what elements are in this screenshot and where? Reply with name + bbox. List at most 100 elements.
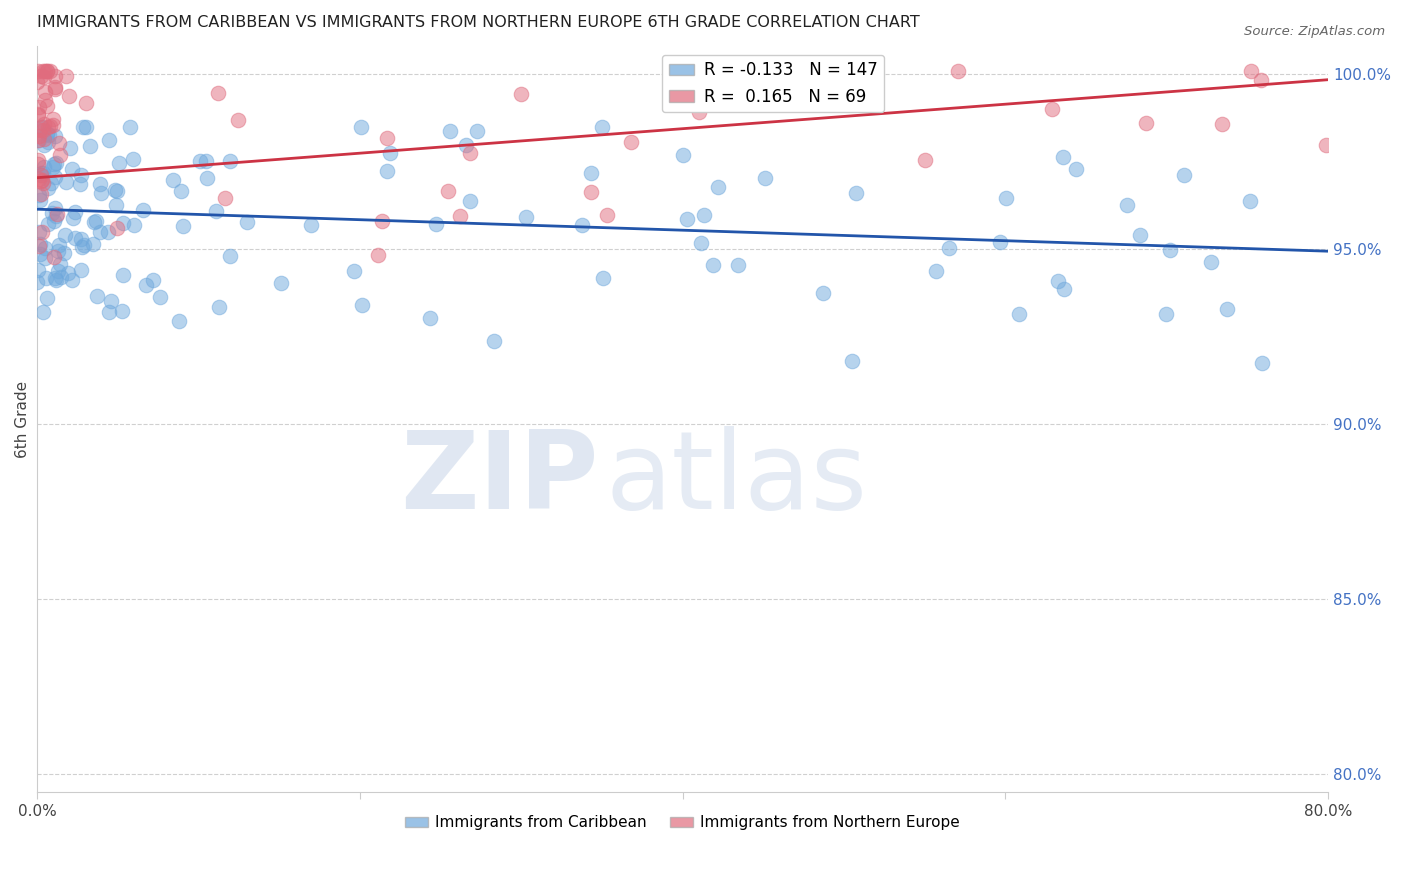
Point <box>793 64 815 78</box>
Point <box>55 70 77 84</box>
Point <box>988 235 1011 249</box>
Point <box>49 269 72 284</box>
Point <box>841 353 863 368</box>
Point <box>28 193 51 207</box>
Point <box>37 135 59 149</box>
Y-axis label: 6th Grade: 6th Grade <box>15 381 30 458</box>
Point <box>45 156 67 170</box>
Point <box>55 174 77 188</box>
Point <box>44 69 66 83</box>
Point <box>105 184 128 198</box>
Point <box>571 218 593 232</box>
Point <box>97 305 120 319</box>
Point <box>105 220 128 235</box>
Point <box>37 64 59 78</box>
Point <box>75 120 97 134</box>
Point <box>149 290 172 304</box>
Point <box>28 128 51 143</box>
Point <box>122 152 145 166</box>
Point <box>53 228 76 243</box>
Point <box>56 267 79 281</box>
Point <box>25 275 48 289</box>
Point <box>42 112 65 127</box>
Point <box>70 240 93 254</box>
Point <box>1315 137 1337 152</box>
Point <box>31 168 53 182</box>
Point <box>48 244 70 258</box>
Point <box>32 166 55 180</box>
Point <box>83 215 105 229</box>
Point <box>86 289 108 303</box>
Point <box>226 113 249 128</box>
Point <box>100 293 122 308</box>
Point <box>214 191 236 205</box>
Point <box>42 160 65 174</box>
Point <box>1199 255 1222 269</box>
Point <box>41 206 63 220</box>
Point <box>925 264 948 278</box>
Point <box>30 237 52 252</box>
Point <box>79 139 101 153</box>
Point <box>69 177 91 191</box>
Point <box>27 108 49 122</box>
Point <box>27 153 49 167</box>
Point <box>938 241 960 255</box>
Point <box>37 181 59 195</box>
Point <box>44 129 66 144</box>
Point <box>205 204 228 219</box>
Point <box>620 135 643 149</box>
Point <box>124 218 146 232</box>
Point <box>515 211 537 225</box>
Point <box>236 215 259 229</box>
Point <box>1250 356 1272 370</box>
Point <box>946 64 969 78</box>
Point <box>1173 168 1195 182</box>
Point <box>195 171 218 186</box>
Point <box>37 64 59 78</box>
Point <box>458 194 481 208</box>
Point <box>1216 301 1239 316</box>
Point <box>45 273 67 287</box>
Point <box>754 170 776 185</box>
Point <box>37 217 59 231</box>
Point <box>62 211 84 225</box>
Point <box>44 80 66 95</box>
Point <box>28 172 51 186</box>
Point <box>510 87 533 101</box>
Point <box>195 153 218 168</box>
Point <box>1129 227 1152 242</box>
Point <box>89 225 111 239</box>
Point <box>299 219 322 233</box>
Point <box>89 177 111 191</box>
Point <box>32 160 55 174</box>
Point <box>1040 102 1063 116</box>
Point <box>219 249 242 263</box>
Point <box>37 120 59 134</box>
Point <box>352 298 374 312</box>
Point <box>30 247 52 261</box>
Point <box>1154 308 1177 322</box>
Point <box>105 198 128 212</box>
Text: ZIP: ZIP <box>401 425 599 532</box>
Point <box>32 70 55 85</box>
Point <box>48 257 70 271</box>
Point <box>813 286 835 301</box>
Legend: Immigrants from Caribbean, Immigrants from Northern Europe: Immigrants from Caribbean, Immigrants fr… <box>399 809 966 837</box>
Point <box>436 184 458 198</box>
Point <box>86 213 108 227</box>
Point <box>370 214 392 228</box>
Point <box>1211 117 1233 131</box>
Point <box>425 217 447 231</box>
Point <box>30 186 52 201</box>
Point <box>207 301 229 315</box>
Point <box>35 270 58 285</box>
Point <box>375 163 398 178</box>
Point <box>46 264 69 278</box>
Point <box>219 154 242 169</box>
Point <box>27 263 49 277</box>
Point <box>37 128 59 142</box>
Point <box>32 117 55 131</box>
Point <box>350 120 373 134</box>
Point <box>42 157 65 171</box>
Point <box>31 123 53 137</box>
